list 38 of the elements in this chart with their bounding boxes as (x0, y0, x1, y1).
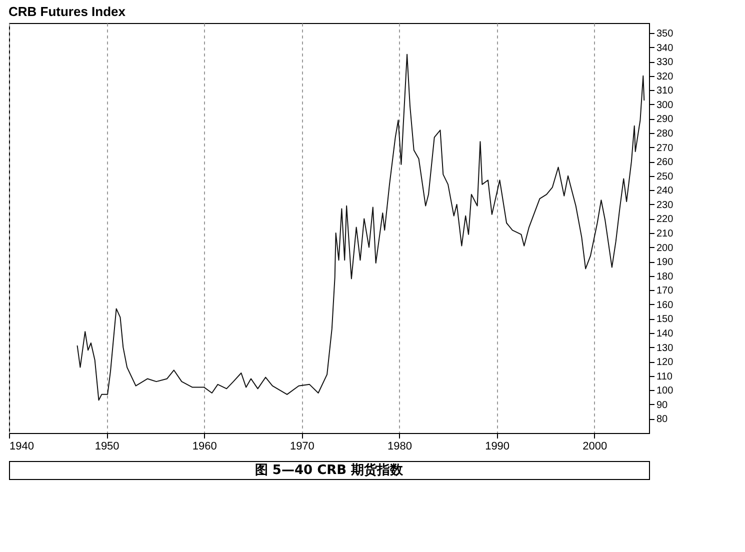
y-tick-label: 230 (656, 200, 674, 211)
y-tick-label: 150 (656, 314, 674, 326)
y-tick-label: 280 (656, 128, 674, 140)
y-tick-label: 80 (656, 414, 668, 426)
x-tick-label: 1970 (290, 440, 314, 452)
x-tick-label: 1990 (485, 440, 510, 452)
y-tick-label: 90 (656, 400, 668, 411)
x-tick-label: 1950 (94, 440, 120, 452)
y-tick-label: 110 (656, 371, 673, 382)
chart-title: CRB Futures Index (8, 4, 126, 19)
x-tick-label: 1940 (10, 440, 34, 452)
y-tick-label: 170 (656, 286, 674, 297)
caption: 图 5—40 CRB 期货指数 (254, 462, 404, 478)
y-tick-label: 160 (656, 300, 674, 311)
y-tick-label: 290 (656, 114, 674, 126)
y-tick-label: 320 (656, 71, 674, 82)
y-tick-label: 300 (656, 100, 674, 111)
x-tick-label: 1980 (388, 440, 412, 452)
y-tick-label: 190 (656, 257, 674, 268)
y-tick-label: 100 (656, 386, 674, 397)
y-tick-label: 240 (656, 186, 674, 197)
y-tick-label: 130 (656, 342, 674, 354)
y-tick-label: 330 (656, 57, 674, 68)
y-tick-label: 200 (656, 242, 674, 254)
y-tick-label: 120 (656, 357, 674, 368)
x-tick-label: 1960 (192, 440, 217, 452)
y-tick-label: 340 (656, 42, 674, 54)
y-tick-label: 310 (656, 86, 674, 97)
y-tick-label: 180 (656, 271, 674, 282)
y-tick-label: 210 (656, 228, 674, 240)
y-tick-label: 260 (656, 157, 674, 168)
y-tick-label: 140 (656, 328, 674, 340)
x-tick-label: 2000 (582, 440, 608, 452)
y-tick-label: 250 (656, 171, 674, 182)
y-tick-label: 220 (656, 214, 674, 226)
line-series (76, 54, 645, 401)
y-tick-label: 270 (656, 142, 674, 154)
y-tick-label: 350 (656, 28, 674, 40)
